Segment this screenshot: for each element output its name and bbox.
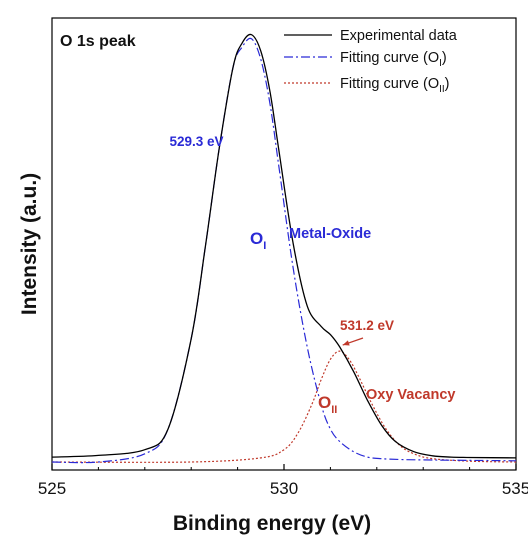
metal-oxide-label: Metal-Oxide — [289, 226, 371, 242]
oi-label: OI — [250, 229, 266, 252]
panel-title: O 1s peak — [60, 33, 136, 50]
series-line-0 — [51, 33, 517, 459]
legend-label-2: Fitting curve (OII) — [340, 76, 450, 95]
y-axis-title: Intensity (a.u.) — [18, 173, 41, 315]
peak1-energy-label: 529.3 eV — [170, 134, 224, 149]
x-tick-label-535: 535 — [502, 479, 528, 498]
series-line-2 — [51, 350, 517, 463]
legend: Experimental data Fitting curve (OI) Fitti… — [284, 28, 458, 95]
peak2-arrowhead — [342, 340, 350, 346]
peak2-energy-label: 531.2 eV — [340, 318, 394, 333]
x-axis-ticks: 525 530 535 — [38, 464, 528, 498]
legend-label-1: Fitting curve (OI) — [340, 50, 447, 69]
oxy-vacancy-label: Oxy Vacancy — [366, 387, 456, 403]
annotations: 529.3 eV OI Metal-Oxide 531.2 eV OII Oxy Vaca… — [170, 134, 456, 416]
x-tick-label-530: 530 — [270, 479, 298, 498]
legend-label-0: Experimental data — [340, 28, 458, 44]
oii-label: OII — [318, 393, 337, 416]
series-layer — [51, 33, 517, 464]
x-axis-title: Binding energy (eV) — [173, 512, 371, 535]
x-tick-label-525: 525 — [38, 479, 66, 498]
